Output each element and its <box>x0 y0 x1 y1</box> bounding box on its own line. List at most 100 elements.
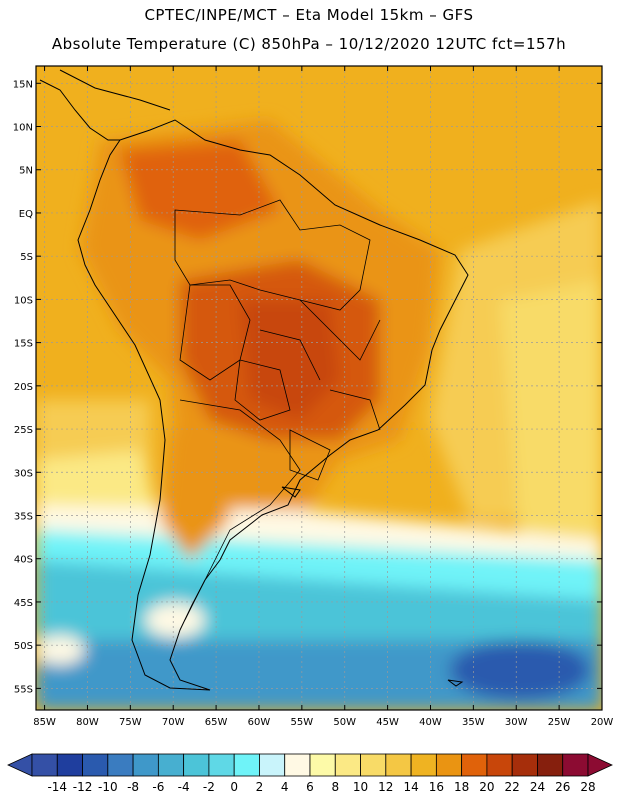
lat-label: 25S <box>14 425 33 436</box>
lat-label: 55S <box>14 684 33 695</box>
colorbar-label: 14 <box>403 780 418 794</box>
field-atlantic-east <box>500 280 602 560</box>
colorbar-swatch <box>461 753 488 777</box>
colorbar-label: 16 <box>429 780 444 794</box>
temperature-field <box>36 66 602 710</box>
colorbar-swatch <box>208 753 235 777</box>
colorbar-label: -12 <box>73 780 93 794</box>
colorbar-swatch <box>259 753 286 777</box>
colorbar-swatch <box>284 753 311 777</box>
colorbar-swatch <box>435 753 463 777</box>
colorbar-swatch <box>562 753 589 777</box>
colorbar-label: -8 <box>127 780 139 794</box>
lat-label: 30S <box>14 468 33 479</box>
colorbar-label: 22 <box>505 780 520 794</box>
lon-label: 20W <box>591 717 614 728</box>
colorbar-label: 4 <box>281 780 289 794</box>
lat-label: 15S <box>14 339 33 350</box>
colorbar-label: 6 <box>306 780 314 794</box>
longitude-axis: 85W 80W 75W 70W 65W 60W 55W 50W 45W 40W 35W 30W 25W 2… <box>33 66 613 728</box>
colorbar-label: 2 <box>256 780 264 794</box>
lat-label: 20S <box>14 382 33 393</box>
lon-label: 30W <box>505 717 528 728</box>
lat-label: EQ <box>19 209 33 220</box>
coastlines <box>39 69 469 691</box>
colorbar-swatch <box>157 753 185 777</box>
colorbar-label: 18 <box>454 780 469 794</box>
colorbar-arrow-right <box>587 753 613 777</box>
colorbar: -14 -12 -10 -8 -6 -4 -2 0 2 4 6 8 10 12 14 16 18 20 22 24 26… <box>7 753 613 794</box>
colorbar-label: 26 <box>555 780 570 794</box>
lon-label: 70W <box>162 717 185 728</box>
lon-label: 50W <box>333 717 356 728</box>
colorbar-label: 8 <box>331 780 339 794</box>
map-title-line2: Absolute Temperature (C) 850hPa – 10/12/… <box>51 35 567 53</box>
colorbar-swatch <box>511 753 538 777</box>
map-title-line1: CPTEC/INPE/MCT – Eta Model 15km – GFS <box>144 6 474 24</box>
colorbar-label: 20 <box>479 780 494 794</box>
lat-label: 45S <box>14 598 33 609</box>
lon-label: 85W <box>33 717 56 728</box>
colorbar-swatch <box>183 753 210 777</box>
lat-label: 50S <box>14 641 33 652</box>
colorbar-label: -4 <box>178 780 190 794</box>
lon-label: 80W <box>76 717 99 728</box>
colorbar-label: -6 <box>152 780 164 794</box>
map-frame <box>35 65 603 711</box>
lon-label: 40W <box>419 717 442 728</box>
colorbar-label: 10 <box>353 780 368 794</box>
lat-label: 5N <box>19 166 33 177</box>
colorbar-swatch <box>537 753 564 777</box>
coast-south-america <box>77 119 469 691</box>
colorbar-swatch <box>31 753 58 777</box>
colorbar-label: -10 <box>98 780 118 794</box>
border-brazil <box>174 199 371 311</box>
country-borders <box>174 199 381 621</box>
field-argentina-warm <box>160 430 230 560</box>
colorbar-label: -14 <box>47 780 67 794</box>
latitude-axis: 15N 10N 5N EQ 5S 10S 15S 20S 25S 30S 35S 40S 45S 50S 5… <box>13 79 602 695</box>
field-pacific-light <box>36 450 160 520</box>
lat-label: 40S <box>14 555 33 566</box>
field-hot-core <box>240 300 340 420</box>
field-patagonia-warm <box>145 602 205 638</box>
colorbar-swatch <box>82 753 109 777</box>
lat-label: 15N <box>13 79 33 90</box>
colorbar-swatch <box>410 753 437 777</box>
lat-label: 10N <box>13 123 33 134</box>
field-pacific-warm-spot <box>36 635 85 665</box>
colorbar-swatch <box>56 753 83 777</box>
lon-label: 60W <box>248 717 271 728</box>
colorbar-swatch <box>132 753 159 777</box>
colorbar-swatch <box>334 753 361 777</box>
lon-label: 25W <box>548 717 571 728</box>
border-states <box>259 299 381 431</box>
lat-label: 5S <box>20 252 33 263</box>
colorbar-label: -2 <box>203 780 215 794</box>
colorbar-arrow-left <box>7 753 33 777</box>
colorbar-swatch <box>233 753 260 777</box>
colorbar-swatch <box>385 753 412 777</box>
colorbar-swatch <box>360 753 387 777</box>
colorbar-label: 24 <box>530 780 545 794</box>
lon-label: 55W <box>291 717 314 728</box>
graticule <box>36 66 603 710</box>
border-paraguay <box>234 359 291 421</box>
island-falklands <box>281 486 301 498</box>
border-argentina <box>179 399 301 621</box>
island-small-south <box>447 679 464 687</box>
colorbar-swatch <box>486 753 513 777</box>
lon-label: 45W <box>376 717 399 728</box>
colorbar-label: 0 <box>230 780 238 794</box>
colorbar-swatch <box>309 753 336 777</box>
lon-label: 35W <box>462 717 485 728</box>
coast-central-america <box>39 79 120 141</box>
lat-label: 35S <box>14 512 33 523</box>
coast-caribbean <box>59 69 171 111</box>
colorbar-swatch <box>107 753 134 777</box>
lon-label: 65W <box>205 717 228 728</box>
colorbar-label: 28 <box>580 780 595 794</box>
lon-label: 75W <box>119 717 142 728</box>
field-cold-core <box>450 640 590 700</box>
